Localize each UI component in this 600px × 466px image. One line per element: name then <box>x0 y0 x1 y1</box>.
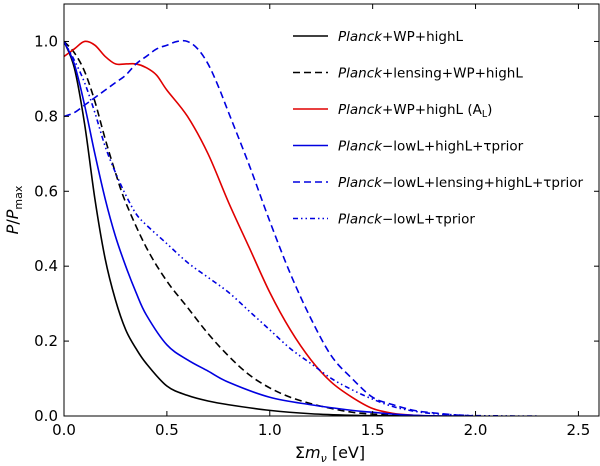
series-line-5 <box>64 39 476 416</box>
x-tick-label: 1.5 <box>361 421 385 439</box>
legend-label-tail: ) <box>487 102 492 118</box>
legend: Planck+WP+highLPlanck+lensing+WP+highLPl… <box>293 29 584 228</box>
x-axis-label-nu: ν <box>321 452 327 465</box>
series-line-4 <box>64 41 455 416</box>
x-axis-label-sigma: Σ <box>295 443 305 462</box>
y-axis-label: P/Pmax <box>3 185 25 234</box>
y-tick-label: 0.6 <box>34 182 58 200</box>
legend-label: Planck−lowL+lensing+highL+τprior <box>338 175 584 191</box>
legend-label-italic: Planck <box>338 102 383 118</box>
y-axis-label-max: max <box>12 185 25 209</box>
legend-label-rest: +lensing+WP+highL <box>382 66 523 82</box>
legend-label-rest: +WP+highL (A <box>382 102 483 118</box>
x-tick-label: 2.0 <box>464 421 488 439</box>
legend-label: Planck−lowL+τprior <box>338 212 475 228</box>
legend-entry-3: Planck+WP+highL (AL) <box>293 102 492 120</box>
legend-label-rest: +WP+highL <box>382 29 464 45</box>
plot-frame <box>63 3 600 417</box>
series-line-6 <box>64 41 538 416</box>
y-tick-label: 0.8 <box>34 107 58 125</box>
legend-label-sub: L <box>482 109 488 120</box>
y-tick-label: 0.0 <box>34 407 58 425</box>
y-axis-label-slash: / <box>3 219 22 225</box>
legend-label-italic: Planck <box>338 29 383 45</box>
legend-label-rest: −lowL+lensing+highL+τprior <box>382 175 584 191</box>
legend-label-italic: Planck <box>338 175 383 191</box>
x-axis-label-m: m <box>305 443 321 462</box>
y-axis-label-P: P <box>3 209 22 219</box>
y-axis-label-p: P <box>3 224 22 234</box>
legend-entry-5: Planck−lowL+lensing+highL+τprior <box>293 175 584 191</box>
x-axis-label-unit: [eV] <box>327 443 365 462</box>
y-tick-label: 1.0 <box>34 32 58 50</box>
legend-label: Planck+WP+highL (AL) <box>338 102 492 120</box>
y-tick-label: 0.2 <box>34 332 58 350</box>
legend-label-italic: Planck <box>338 139 383 155</box>
series-line-1 <box>64 41 414 416</box>
legend-entry-1: Planck+WP+highL <box>293 29 464 45</box>
legend-entry-6: Planck−lowL+τprior <box>293 212 475 228</box>
legend-label-rest: −lowL+τprior <box>382 212 475 228</box>
legend-label-italic: Planck <box>338 66 383 82</box>
legend-label: Planck+WP+highL <box>338 29 464 45</box>
series-layer <box>64 39 538 416</box>
legend-label: Planck+lensing+WP+highL <box>338 66 523 82</box>
legend-label-rest: −lowL+highL+τprior <box>382 139 524 155</box>
x-tick-label: 2.5 <box>566 421 590 439</box>
legend-label-italic: Planck <box>338 212 383 228</box>
y-tick-label: 0.4 <box>34 257 58 275</box>
x-tick-label: 1.0 <box>258 421 282 439</box>
series-line-3 <box>64 40 435 416</box>
x-tick-label: 0.5 <box>155 421 179 439</box>
tick-layer: 0.0 0.5 1.0 1.5 2.0 2.5 0.0 0.2 0.4 0.6 0.8 1.0 <box>34 4 599 439</box>
legend-entry-2: Planck+lensing+WP+highL <box>293 66 523 82</box>
legend-label: Planck−lowL+highL+τprior <box>338 139 524 155</box>
series-line-2 <box>64 40 435 416</box>
x-axis-label: Σmν [eV] <box>295 443 365 465</box>
x-tick-label: 0.0 <box>52 421 76 439</box>
legend-entry-4: Planck−lowL+highL+τprior <box>293 139 524 155</box>
